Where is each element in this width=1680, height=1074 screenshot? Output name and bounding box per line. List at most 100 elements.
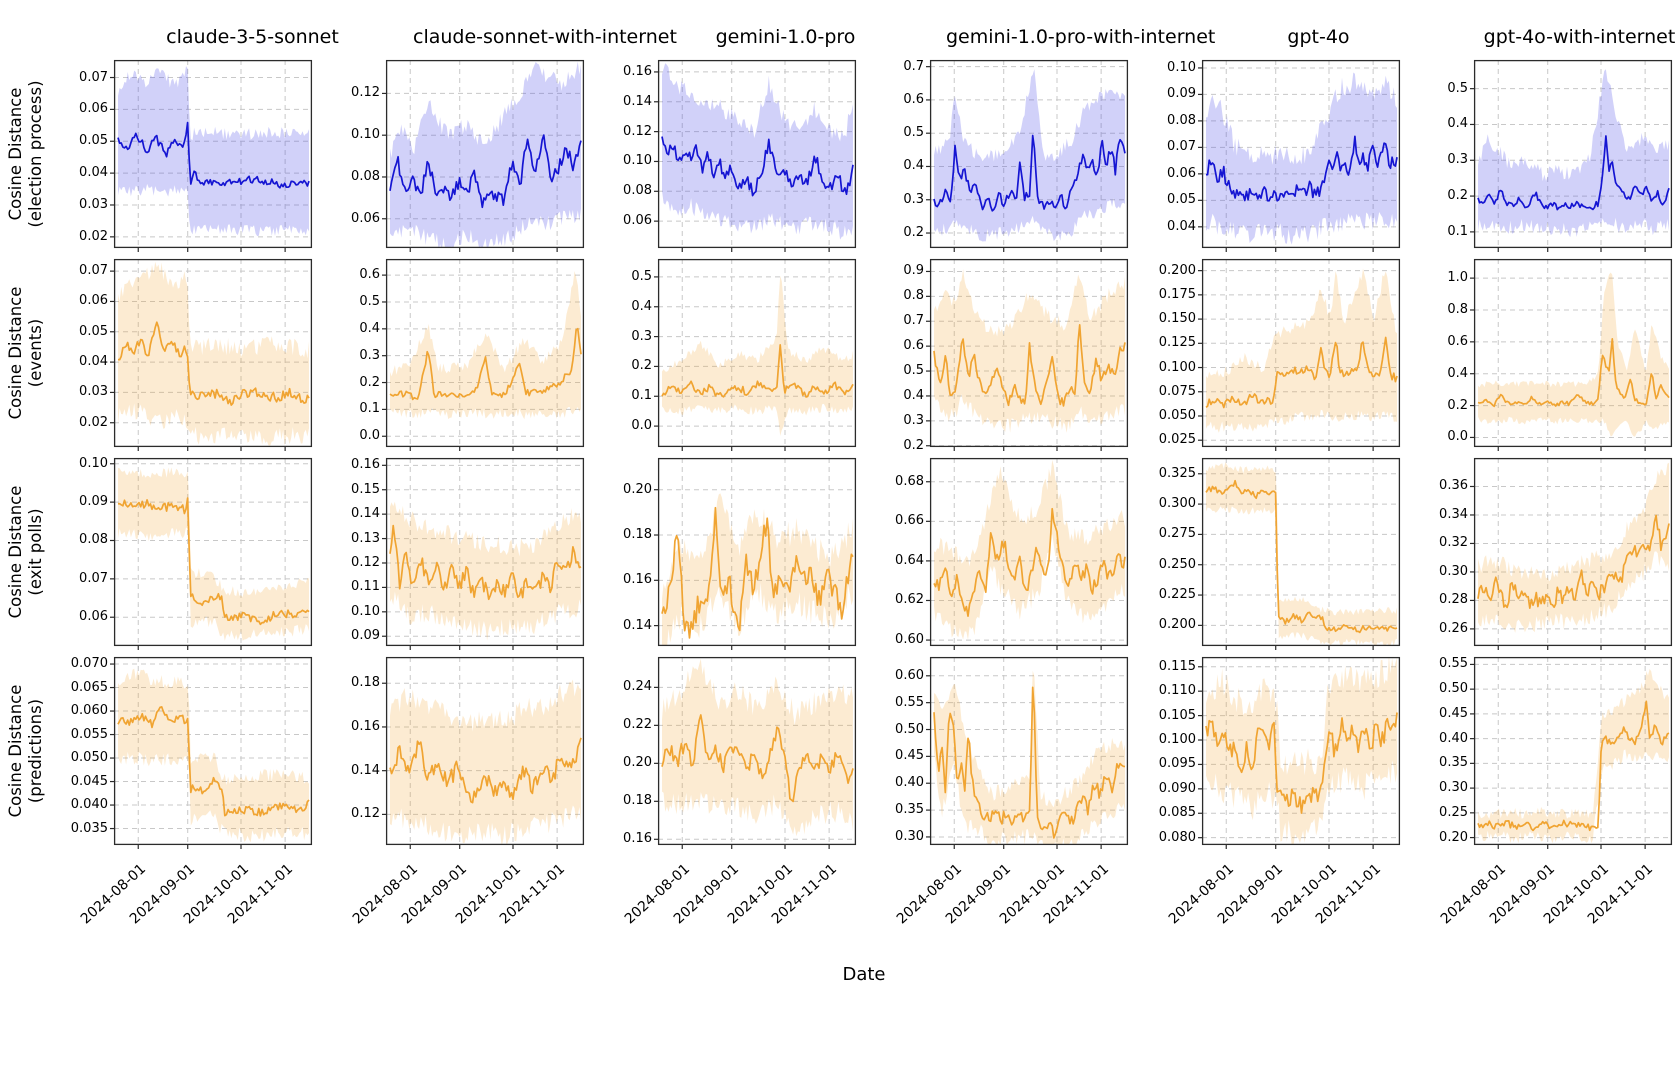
- y-axis-tick-labels: 0.025 0.050 0.075 0.100 0.125 0.150 0.175 0.200: [1136, 259, 1202, 448]
- y-axis-tick-labels: 0.30 0.35 0.40 0.45 0.50 0.55 0.60: [864, 657, 930, 845]
- y-tick-label: 0.3: [631, 328, 652, 344]
- y-tick-label: 0.325: [1158, 465, 1196, 481]
- y-tick-label: 0.0: [631, 418, 652, 434]
- y-tick-label: 0.18: [351, 675, 380, 691]
- y-tick-label: 0.02: [79, 228, 108, 244]
- subplot-gpt-4o-with-internet-election-process: 0.1 0.2 0.3 0.4 0.5: [1408, 59, 1680, 252]
- plot-canvas-gemini-1.0-pro-with-internet-election-process: [926, 59, 1129, 252]
- y-tick-label: 0.4: [1447, 365, 1468, 381]
- y-tick-label: 0.06: [79, 293, 108, 309]
- y-tick-label: 0.10: [1167, 59, 1196, 75]
- y-axis-tick-labels: 0.2 0.3 0.4 0.5 0.6 0.7 0.8 0.9: [864, 259, 930, 452]
- plot-canvas-gemini-1.0-pro-exit-polls: [654, 457, 857, 650]
- subplot-claude-3-5-sonnet-predictions: 0.035 0.040 0.045 0.050 0.055 0.060 0.065 0.070: [48, 656, 320, 849]
- y-tick-label: 0.8: [1447, 301, 1468, 317]
- plot-canvas-claude-3-5-sonnet-events: [110, 258, 313, 451]
- y-tick-label: 0.04: [79, 354, 108, 370]
- y-tick-label: 0.075: [1158, 383, 1196, 399]
- y-tick-label: 0.065: [70, 679, 108, 695]
- y-tick-label: 0.2: [1447, 188, 1468, 204]
- x-tick-labels-row: 2024-08-01 2024-09-01 2024-10-01 2024-11-01…: [4, 856, 1680, 960]
- subplot-gemini-1.0-pro-election-process: 0.06 0.08 0.10 0.12 0.14 0.16: [592, 59, 864, 252]
- y-tick-label: 0.110: [1158, 683, 1196, 699]
- y-tick-label: 0.7: [903, 313, 924, 329]
- x-tick-labels: 2024-08-01 2024-09-01 2024-10-01 2024-11-01: [864, 856, 1136, 960]
- y-axis-tick-labels: 0.16 0.18 0.20 0.22 0.24: [592, 657, 658, 847]
- y-tick-label: 0.080: [1158, 829, 1196, 845]
- y-tick-label: 0.36: [1439, 478, 1468, 494]
- y-axis-tick-labels: 0.06 0.08 0.10 0.12 0.14 0.16: [592, 60, 658, 248]
- y-tick-label: 0.16: [623, 63, 652, 79]
- plot-canvas-gemini-1.0-pro-with-internet-predictions: [926, 656, 1129, 849]
- y-tick-label: 0.06: [79, 609, 108, 625]
- y-tick-label: 0.09: [351, 628, 380, 644]
- plot-canvas-claude-sonnet-with-internet-election-process: [382, 59, 585, 252]
- plot-canvas-claude-3-5-sonnet-exit-polls: [110, 457, 313, 650]
- y-tick-label: 0.16: [623, 831, 652, 847]
- y-tick-label: 0.200: [1158, 617, 1196, 633]
- y-tick-label: 0.24: [623, 679, 652, 695]
- y-axis-tick-labels: 0.080 0.085 0.090 0.095 0.100 0.105 0.110 0.115: [1136, 657, 1202, 845]
- y-tick-label: 0.03: [79, 196, 108, 212]
- x-axis-label: Date: [842, 964, 886, 985]
- y-axis-tick-labels: 0.14 0.16 0.18 0.20: [592, 458, 658, 646]
- subplot-gemini-1.0-pro-events: 0.0 0.1 0.2 0.3 0.4 0.5: [592, 258, 864, 451]
- corner-spacer: [48, 26, 92, 60]
- subplot-gemini-1.0-pro-with-internet-events: 0.2 0.3 0.4 0.5 0.6 0.7 0.8 0.9: [864, 258, 1136, 453]
- y-tick-label: 0.050: [1158, 407, 1196, 423]
- y-tick-label: 0.08: [79, 532, 108, 548]
- subplot-title: gemini-1.0-pro: [715, 26, 856, 48]
- y-tick-label: 0.6: [903, 91, 924, 107]
- plot-canvas-claude-sonnet-with-internet-predictions: [382, 656, 585, 849]
- y-tick-label: 0.22: [623, 717, 652, 733]
- y-tick-label: 0.30: [1439, 563, 1468, 579]
- y-tick-label: 0.07: [1167, 139, 1196, 155]
- y-axis-tick-labels: 0.200 0.225 0.250 0.275 0.300 0.325: [1136, 458, 1202, 646]
- y-tick-label: 0.6: [903, 338, 924, 354]
- y-tick-label: 0.11: [351, 579, 380, 595]
- y-tick-label: 0.16: [351, 718, 380, 734]
- y-tick-label: 0.10: [351, 127, 380, 143]
- y-tick-label: 0.125: [1158, 335, 1196, 351]
- y-tick-label: 0.8: [903, 288, 924, 304]
- y-tick-label: 0.07: [79, 263, 108, 279]
- subplot-gpt-4o-with-internet-predictions: 0.20 0.25 0.30 0.35 0.40 0.45 0.50 0.55: [1408, 656, 1680, 849]
- y-axis-tick-labels: 0.1 0.2 0.3 0.4 0.5: [1408, 60, 1474, 248]
- y-tick-label: 0.05: [1167, 192, 1196, 208]
- subplot-title: gemini-1.0-pro-with-internet: [946, 26, 1216, 48]
- plot-canvas-gpt-4o-events: [1198, 258, 1401, 451]
- y-tick-label: 0.55: [895, 694, 924, 710]
- y-tick-label: 0.3: [903, 191, 924, 207]
- x-tick-labels: 2024-08-01 2024-09-01 2024-10-01 2024-11-01: [1408, 856, 1680, 960]
- y-tick-label: 0.08: [1167, 112, 1196, 128]
- subplot-claude-sonnet-with-internet-events: 0.0 0.1 0.2 0.3 0.4 0.5 0.6: [320, 258, 592, 451]
- y-tick-label: 0.12: [351, 554, 380, 570]
- y-tick-label: 0.2: [903, 225, 924, 241]
- y-tick-label: 0.06: [351, 210, 380, 226]
- subplot-title: gpt-4o: [1287, 26, 1350, 48]
- y-tick-label: 0.50: [1439, 681, 1468, 697]
- y-tick-label: 0.5: [903, 125, 924, 141]
- y-tick-label: 0.6: [359, 267, 380, 283]
- plot-canvas-gpt-4o-predictions: [1198, 656, 1401, 849]
- y-tick-label: 0.2: [1447, 397, 1468, 413]
- y-tick-label: 0.275: [1158, 526, 1196, 542]
- y-tick-label: 0.095: [1158, 756, 1196, 772]
- row-label-line2: (exit polls): [26, 508, 45, 596]
- y-tick-label: 0.05: [79, 133, 108, 149]
- y-tick-label: 0.2: [903, 437, 924, 453]
- y-tick-label: 0.5: [631, 268, 652, 284]
- y-axis-row-label: Cosine Distance (predictions): [4, 657, 48, 845]
- y-tick-label: 0.32: [1439, 535, 1468, 551]
- y-tick-label: 0.0: [1447, 429, 1468, 445]
- y-tick-label: 0.12: [351, 85, 380, 101]
- y-tick-label: 0.07: [79, 69, 108, 85]
- plot-canvas-claude-3-5-sonnet-predictions: [110, 656, 313, 849]
- y-tick-label: 0.100: [1158, 359, 1196, 375]
- y-tick-label: 0.025: [1158, 432, 1196, 448]
- y-tick-label: 0.300: [1158, 496, 1196, 512]
- y-tick-label: 0.045: [70, 773, 108, 789]
- y-tick-label: 0.4: [903, 158, 924, 174]
- y-tick-label: 0.09: [79, 494, 108, 510]
- y-tick-label: 0.1: [1447, 223, 1468, 239]
